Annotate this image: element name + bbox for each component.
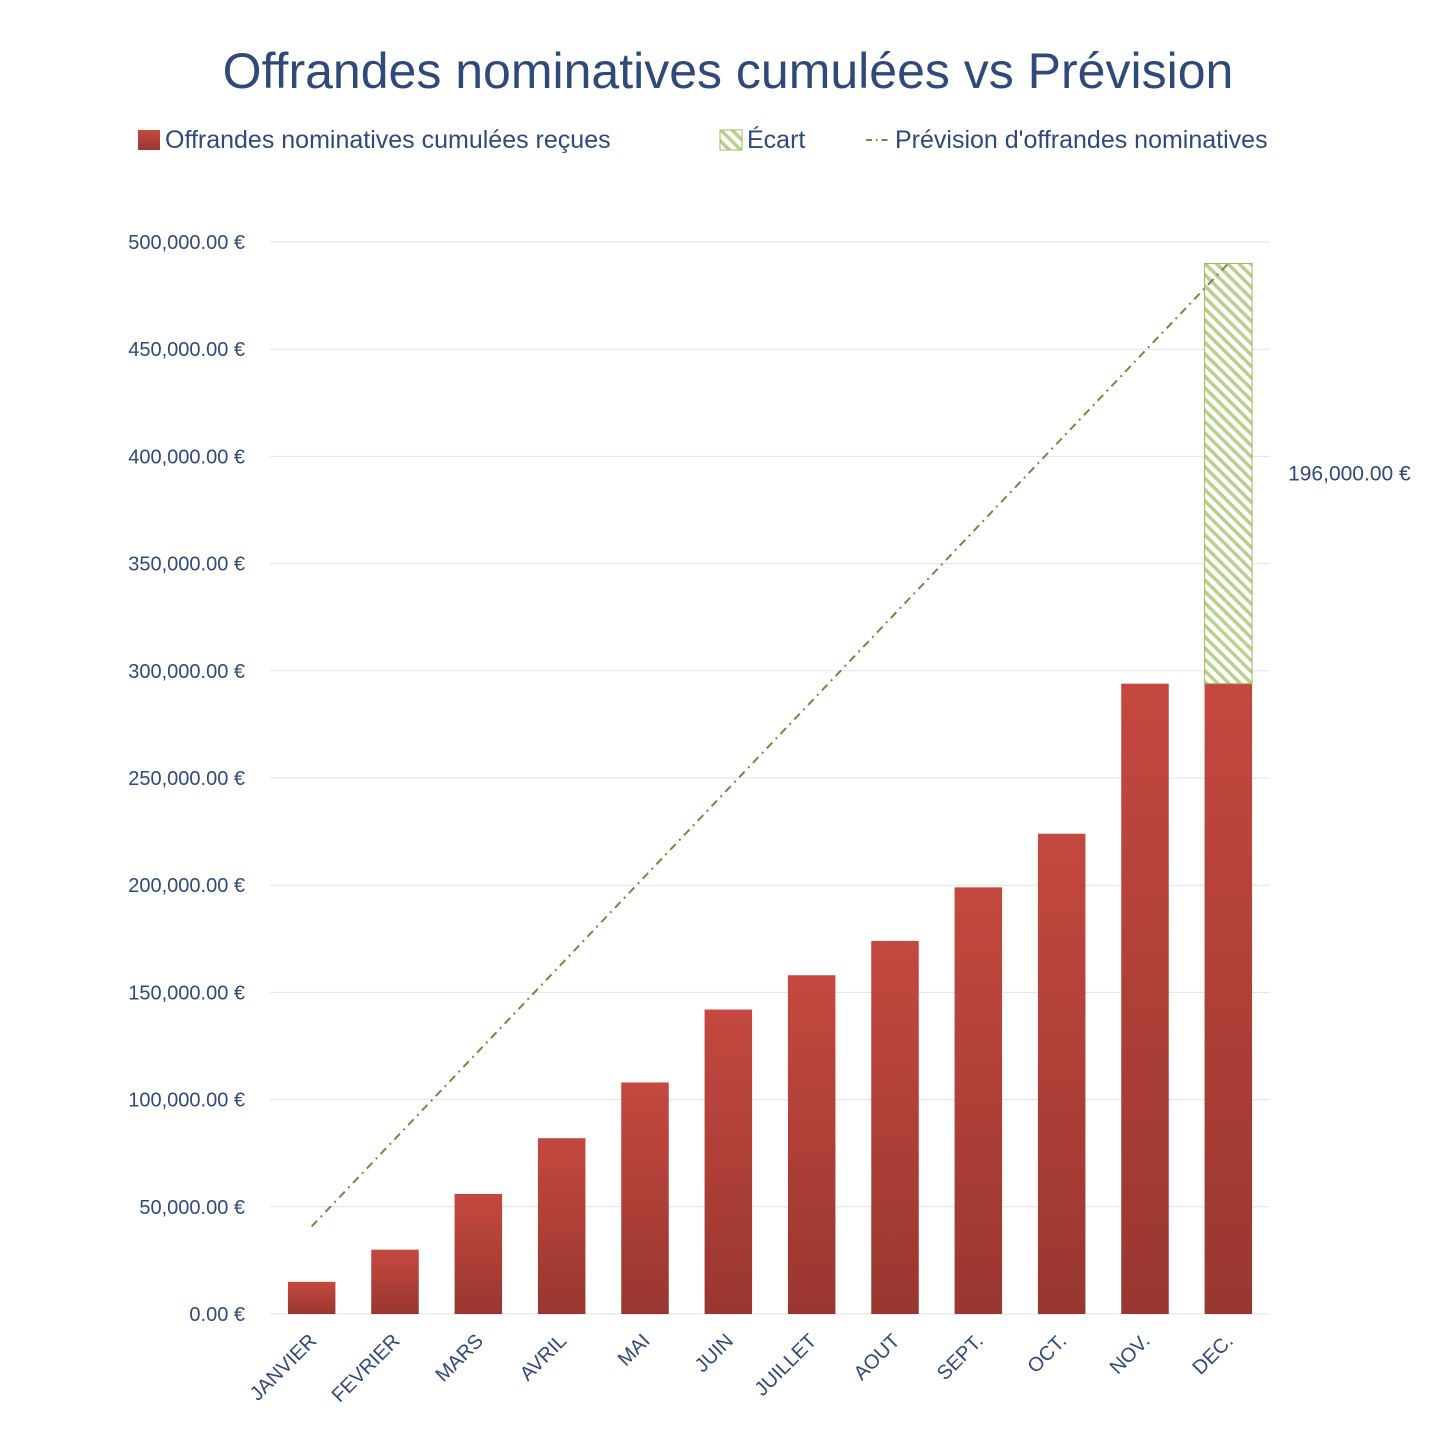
y-tick-label: 100,000.00 € — [128, 1090, 245, 1112]
x-tick-label: JUIN — [691, 1330, 738, 1377]
data-labels: 196,000.00 € — [1288, 463, 1411, 486]
grid-lines — [270, 241, 1270, 1315]
x-tick-label: OCT. — [1023, 1330, 1071, 1378]
bar-received — [371, 1249, 419, 1314]
data-label-ecart: 196,000.00 € — [1288, 463, 1411, 486]
x-tick-label: DEC. — [1189, 1330, 1238, 1379]
x-tick-label: NOV. — [1106, 1330, 1155, 1379]
y-tick-label: 0.00 € — [189, 1304, 245, 1326]
bar-received — [287, 1281, 336, 1314]
x-tick-label: MAI — [614, 1330, 655, 1371]
x-tick-label: SEPT. — [933, 1330, 988, 1385]
x-axis: JANVIER FEVRIER MARS AVRIL MAI JUIN JUILLET AOU… — [246, 1330, 1238, 1407]
y-tick-label: 150,000.00 € — [128, 982, 245, 1004]
x-tick-label: JUILLET — [751, 1330, 822, 1401]
legend-label-received: Offrandes nominatives cumulées reçues — [165, 126, 611, 154]
bar-received — [1121, 683, 1169, 1314]
bar-received — [621, 1082, 669, 1314]
bar-received — [1037, 833, 1086, 1314]
y-tick-label: 50,000.00 € — [139, 1197, 245, 1219]
bar-received — [704, 1009, 753, 1314]
y-tick-label: 300,000.00 € — [128, 661, 245, 683]
bars — [287, 262, 1253, 1314]
x-tick-label: AVRIL — [516, 1330, 571, 1385]
y-tick-label: 350,000.00 € — [128, 554, 245, 576]
bar-received — [787, 975, 836, 1314]
x-tick-label: JANVIER — [246, 1330, 321, 1405]
bar-received — [537, 1138, 586, 1314]
chart-title: Offrandes nominatives cumulées vs Prévis… — [223, 43, 1234, 99]
x-tick-label: AOUT — [850, 1330, 905, 1385]
forecast-line-group — [310, 262, 1230, 1228]
forecast-line — [310, 262, 1230, 1228]
legend-swatch-ecart — [719, 129, 743, 151]
legend: Offrandes nominatives cumulées reçues Éc… — [138, 125, 1268, 154]
legend-swatch-received — [138, 130, 160, 150]
bar-received — [454, 1193, 503, 1314]
legend-label-ecart: Écart — [747, 125, 805, 154]
y-tick-label: 450,000.00 € — [128, 339, 245, 361]
bar-received — [1204, 683, 1253, 1314]
x-tick-label: FEVRIER — [328, 1330, 405, 1407]
bar-ecart — [1204, 262, 1253, 685]
y-tick-label: 400,000.00 € — [128, 446, 245, 468]
y-tick-label: 200,000.00 € — [128, 875, 245, 897]
y-axis: 0.00 € 50,000.00 € 100,000.00 € 150,000.00 … — [128, 232, 245, 1326]
y-tick-label: 250,000.00 € — [128, 768, 245, 790]
bar-received — [954, 887, 1003, 1314]
x-tick-label: MARS — [431, 1330, 487, 1386]
y-tick-label: 500,000.00 € — [128, 232, 245, 254]
bar-received — [871, 940, 919, 1314]
legend-label-prevision: Prévision d'offrandes nominatives — [895, 126, 1268, 154]
